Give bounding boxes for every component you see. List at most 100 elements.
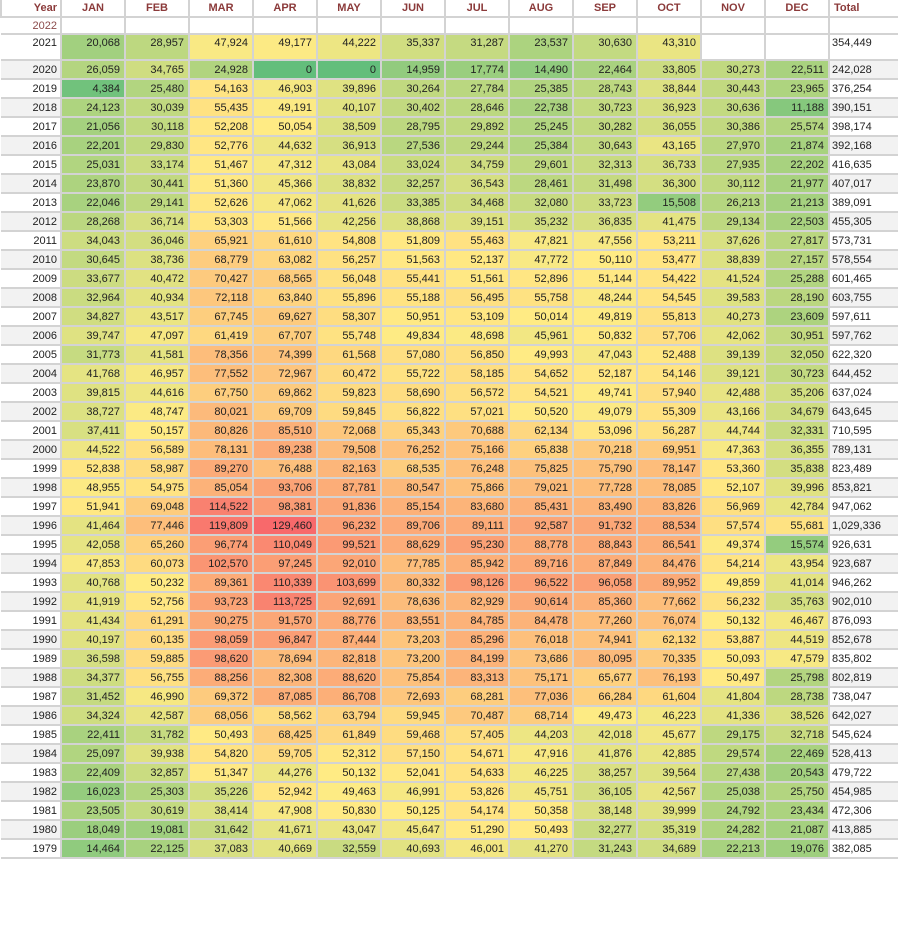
month-cell-sep[interactable]: 47,043 <box>572 344 638 365</box>
month-cell-may[interactable]: 42,256 <box>316 211 382 232</box>
month-cell-aug[interactable]: 54,521 <box>508 382 574 403</box>
month-cell-aug[interactable] <box>508 16 574 35</box>
total-cell[interactable]: 416,635 <box>828 154 898 175</box>
month-cell-feb[interactable]: 46,957 <box>124 363 190 384</box>
month-cell-mar[interactable]: 102,570 <box>188 553 254 574</box>
month-cell-feb[interactable]: 48,747 <box>124 401 190 422</box>
year-cell[interactable]: 2018 <box>1 97 62 118</box>
month-cell-oct[interactable]: 56,287 <box>636 420 702 441</box>
year-cell[interactable]: 1984 <box>1 743 62 764</box>
month-cell-jan[interactable]: 39,815 <box>60 382 126 403</box>
total-cell[interactable]: 622,320 <box>828 344 898 365</box>
month-cell-jun[interactable]: 50,951 <box>380 306 446 327</box>
month-cell-dec[interactable]: 35,206 <box>764 382 830 403</box>
month-cell-nov[interactable]: 50,093 <box>700 648 766 669</box>
month-cell-jan[interactable]: 39,747 <box>60 325 126 346</box>
month-cell-jul[interactable]: 85,296 <box>444 629 510 650</box>
month-cell-jan[interactable]: 41,434 <box>60 610 126 631</box>
month-cell-nov[interactable]: 27,438 <box>700 762 766 783</box>
month-cell-feb[interactable]: 25,303 <box>124 781 190 802</box>
year-cell[interactable]: 2001 <box>1 420 62 441</box>
month-cell-may[interactable]: 60,472 <box>316 363 382 384</box>
month-cell-aug[interactable]: 28,461 <box>508 173 574 194</box>
column-header-total[interactable]: Total <box>828 0 898 18</box>
year-cell[interactable]: 2010 <box>1 249 62 270</box>
month-cell-may[interactable]: 96,232 <box>316 515 382 536</box>
column-header-jan[interactable]: JAN <box>60 0 126 18</box>
month-cell-nov[interactable]: 39,139 <box>700 344 766 365</box>
month-cell-nov[interactable]: 39,583 <box>700 287 766 308</box>
month-cell-dec[interactable]: 11,188 <box>764 97 830 118</box>
month-cell-apr[interactable]: 96,847 <box>252 629 318 650</box>
month-cell-oct[interactable]: 83,826 <box>636 496 702 517</box>
month-cell-sep[interactable]: 30,643 <box>572 135 638 156</box>
month-cell-aug[interactable]: 90,614 <box>508 591 574 612</box>
month-cell-dec[interactable]: 35,763 <box>764 591 830 612</box>
month-cell-oct[interactable]: 39,564 <box>636 762 702 783</box>
month-cell-apr[interactable]: 49,191 <box>252 97 318 118</box>
month-cell-jul[interactable]: 57,021 <box>444 401 510 422</box>
month-cell-jul[interactable]: 28,646 <box>444 97 510 118</box>
month-cell-sep[interactable]: 83,490 <box>572 496 638 517</box>
total-cell[interactable]: 642,027 <box>828 705 898 726</box>
month-cell-jan[interactable]: 23,870 <box>60 173 126 194</box>
month-cell-jan[interactable]: 37,411 <box>60 420 126 441</box>
year-cell[interactable]: 1982 <box>1 781 62 802</box>
month-cell-aug[interactable]: 85,431 <box>508 496 574 517</box>
month-cell-nov[interactable]: 44,744 <box>700 420 766 441</box>
month-cell-nov[interactable]: 30,273 <box>700 59 766 80</box>
month-cell-may[interactable]: 103,699 <box>316 572 382 593</box>
month-cell-sep[interactable]: 48,244 <box>572 287 638 308</box>
month-cell-oct[interactable]: 89,952 <box>636 572 702 593</box>
month-cell-mar[interactable]: 119,809 <box>188 515 254 536</box>
month-cell-jul[interactable]: 36,543 <box>444 173 510 194</box>
month-cell-apr[interactable]: 47,908 <box>252 800 318 821</box>
year-cell[interactable]: 2017 <box>1 116 62 137</box>
month-cell-dec[interactable]: 25,574 <box>764 116 830 137</box>
month-cell-feb[interactable]: 46,990 <box>124 686 190 707</box>
month-cell-aug[interactable]: 75,825 <box>508 458 574 479</box>
month-cell-nov[interactable]: 53,360 <box>700 458 766 479</box>
month-cell-jul[interactable]: 34,468 <box>444 192 510 213</box>
total-cell[interactable]: 472,306 <box>828 800 898 821</box>
month-cell-dec[interactable]: 22,511 <box>764 59 830 80</box>
month-cell-dec[interactable]: 23,609 <box>764 306 830 327</box>
month-cell-jun[interactable]: 77,785 <box>380 553 446 574</box>
month-cell-jun[interactable]: 85,154 <box>380 496 446 517</box>
month-cell-feb[interactable]: 39,938 <box>124 743 190 764</box>
month-cell-oct[interactable]: 35,319 <box>636 819 702 840</box>
month-cell-nov[interactable]: 49,374 <box>700 534 766 555</box>
year-cell[interactable]: 2015 <box>1 154 62 175</box>
total-cell[interactable]: 853,821 <box>828 477 898 498</box>
total-cell[interactable]: 1,029,336 <box>828 515 898 536</box>
month-cell-jan[interactable]: 41,919 <box>60 591 126 612</box>
month-cell-dec[interactable]: 55,681 <box>764 515 830 536</box>
month-cell-mar[interactable]: 68,056 <box>188 705 254 726</box>
month-cell-sep[interactable]: 47,556 <box>572 230 638 251</box>
month-cell-mar[interactable]: 55,435 <box>188 97 254 118</box>
month-cell-nov[interactable]: 37,626 <box>700 230 766 251</box>
month-cell-oct[interactable]: 57,940 <box>636 382 702 403</box>
month-cell-nov[interactable]: 30,636 <box>700 97 766 118</box>
month-cell-sep[interactable]: 77,728 <box>572 477 638 498</box>
month-cell-jul[interactable]: 56,572 <box>444 382 510 403</box>
year-cell[interactable]: 1980 <box>1 819 62 840</box>
month-cell-sep[interactable]: 32,313 <box>572 154 638 175</box>
month-cell-jan[interactable]: 51,941 <box>60 496 126 517</box>
month-cell-sep[interactable]: 66,284 <box>572 686 638 707</box>
year-cell[interactable]: 2008 <box>1 287 62 308</box>
month-cell-dec[interactable]: 32,718 <box>764 724 830 745</box>
month-cell-may[interactable]: 38,509 <box>316 116 382 137</box>
month-cell-oct[interactable]: 43,165 <box>636 135 702 156</box>
month-cell-may[interactable]: 50,830 <box>316 800 382 821</box>
month-cell-oct[interactable]: 53,211 <box>636 230 702 251</box>
total-cell[interactable]: 946,262 <box>828 572 898 593</box>
month-cell-feb[interactable]: 59,885 <box>124 648 190 669</box>
month-cell-jun[interactable]: 83,551 <box>380 610 446 631</box>
month-cell-jun[interactable]: 40,693 <box>380 838 446 859</box>
month-cell-mar[interactable]: 51,360 <box>188 173 254 194</box>
month-cell-jan[interactable]: 36,598 <box>60 648 126 669</box>
month-cell-feb[interactable]: 29,141 <box>124 192 190 213</box>
month-cell-may[interactable]: 82,818 <box>316 648 382 669</box>
month-cell-nov[interactable]: 41,804 <box>700 686 766 707</box>
